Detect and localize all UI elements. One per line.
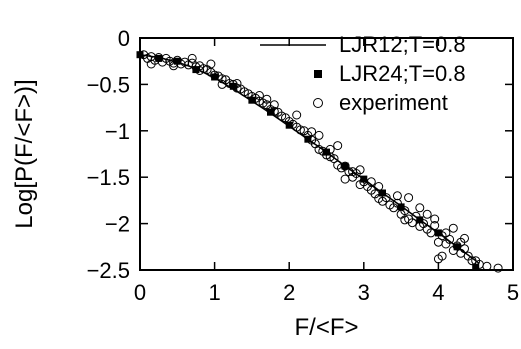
experiment-point [333,141,343,151]
experiment-point [355,165,365,175]
ljr24-point [192,66,200,74]
legend-circle-swatch [313,98,323,108]
data-layer [136,50,503,273]
x-tick-label: 0 [134,280,146,305]
experiment-point [460,233,469,243]
legend-label: LJR24;T=0.8 [339,61,466,86]
ljr24-point [173,57,181,65]
axis-ticks: 0 1 2 3 4 5 0 −0.5 −1 −1.5 −2 −2.5 [87,26,520,305]
experiment-point [187,53,197,63]
y-axis-label: Log[P(F/<F>)] [11,79,38,228]
experiment-point [206,59,216,69]
ljr24-point [397,203,405,211]
y-tick-label: −1.5 [87,165,130,190]
y-tick-label: −1 [105,119,130,144]
experiment-point [217,79,227,89]
x-tick-label: 2 [283,280,295,305]
y-tick-label: −0.5 [87,72,130,97]
ljr24-point [267,108,274,116]
y-tick-label: 0 [118,26,130,51]
experiment-point [433,254,443,264]
experiment-point [430,221,440,230]
experiment-point [400,206,410,216]
ljr24-point [416,216,424,224]
x-tick-label: 1 [208,280,220,305]
ljr24-point [248,96,256,104]
ljr24-point [136,51,144,59]
legend: LJR12;T=0.8 LJR24;T=0.8 experiment [260,32,466,115]
experiment-point [374,182,384,191]
experiment-point [493,263,503,273]
experiment-point [482,261,492,271]
experiment-point [374,194,384,203]
ljr24-point [155,54,163,62]
ljr24-point [323,148,330,156]
ljr24-point [341,162,349,170]
experiment-point [411,211,421,221]
experiment-point [295,125,305,135]
plot-area [139,37,514,271]
series-line-ljr12 [139,53,480,265]
ljr24-point [434,229,442,237]
ljr24-point [360,175,368,183]
plot-border [139,37,514,271]
ljr24-point [453,243,461,251]
experiment-point [169,61,179,71]
x-axis-label: F/<F> [294,314,358,341]
experiment-point [415,203,425,213]
ljr24-point [211,73,219,81]
legend-square-swatch [314,70,322,78]
experiment-point [262,94,272,104]
ljr24-point [229,82,237,90]
experiment-point [269,100,279,110]
ljr24-point [472,263,480,271]
experiment-point [292,110,302,120]
ljr24-point [379,189,386,197]
experiment-point [254,91,264,100]
experiment-point [400,215,410,225]
ljr24-point [304,135,312,143]
experiment-point [448,223,458,233]
legend-label: LJR12;T=0.8 [339,32,466,57]
y-tick-label: −2.5 [87,258,130,283]
legend-label: experiment [339,90,448,115]
x-tick-label: 3 [358,280,370,305]
experiment-point [340,174,350,184]
experiment-point [392,198,402,208]
experiment-point [146,59,156,69]
x-tick-label: 5 [507,280,519,305]
experiment-point [430,214,440,224]
y-tick-label: −2 [105,212,130,237]
experiment-point [392,191,402,201]
experiment-point [314,130,324,140]
experiment-point [307,127,317,137]
experiment-point [422,209,432,219]
ljr24-point [285,121,293,129]
x-tick-label: 4 [432,280,444,305]
experiment-point [404,193,414,203]
experiment-point [467,256,477,266]
